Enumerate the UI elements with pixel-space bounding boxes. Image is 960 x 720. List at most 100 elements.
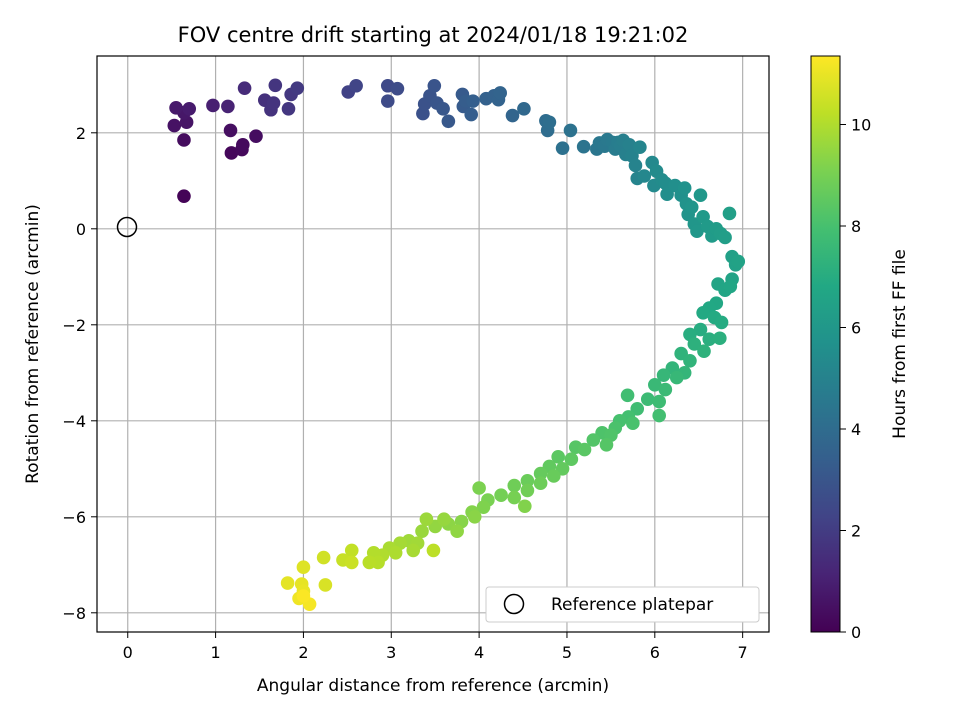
- scatter-points: [167, 78, 746, 611]
- data-point: [546, 469, 561, 483]
- data-point: [620, 388, 635, 403]
- colorbar: [810, 55, 841, 633]
- x-tick-label: 1: [210, 643, 220, 662]
- plot-frame: [96, 55, 770, 633]
- colorbar-tick-label: 6: [851, 319, 861, 338]
- data-point: [628, 158, 643, 173]
- data-point: [555, 141, 570, 155]
- data-point: [177, 189, 191, 203]
- data-point: [576, 139, 591, 154]
- x-axis-ticks: 0 1 2 3 4 5 6 7: [123, 632, 748, 662]
- data-point: [206, 98, 220, 113]
- data-point: [677, 181, 692, 195]
- data-point: [563, 123, 578, 138]
- legend-label: Reference platepar: [551, 595, 713, 615]
- reference-marker: [116, 216, 138, 238]
- data-point: [723, 279, 738, 294]
- colorbar-label: Hours from first FF file: [890, 249, 910, 439]
- data-point: [507, 490, 522, 505]
- data-point: [296, 560, 311, 574]
- data-point: [221, 99, 235, 114]
- y-tick-label: 2: [76, 124, 86, 143]
- data-point: [656, 368, 671, 383]
- data-point: [388, 546, 403, 560]
- data-point: [658, 382, 673, 397]
- data-point: [493, 86, 508, 100]
- data-point: [718, 230, 732, 245]
- data-point: [714, 315, 729, 330]
- data-point: [731, 254, 746, 269]
- data-point: [633, 140, 647, 154]
- y-tick-label: −6: [62, 508, 86, 527]
- data-point: [472, 481, 486, 495]
- data-point: [390, 81, 405, 96]
- data-point: [599, 438, 614, 452]
- x-tick-label: 2: [298, 643, 308, 662]
- data-point: [427, 78, 442, 93]
- data-point: [507, 478, 522, 493]
- y-axis-ticks: −8 −6 −4 −2 0 2: [62, 124, 97, 623]
- legend-marker: [503, 593, 525, 615]
- data-point: [182, 102, 197, 116]
- colorbar-tick-label: 0: [851, 623, 861, 642]
- data-point: [249, 129, 263, 143]
- data-point: [223, 123, 238, 138]
- data-point: [316, 550, 331, 565]
- data-point: [652, 394, 666, 409]
- data-point: [626, 416, 640, 431]
- data-point: [344, 555, 359, 570]
- data-point: [236, 138, 250, 152]
- data-point: [441, 114, 456, 129]
- data-point: [415, 524, 429, 538]
- data-point: [687, 337, 702, 351]
- data-point: [517, 499, 532, 514]
- y-tick-label: −2: [62, 316, 86, 335]
- data-point: [683, 354, 697, 368]
- x-tick-label: 6: [650, 643, 660, 662]
- data-point: [622, 138, 637, 152]
- data-point: [494, 488, 508, 503]
- data-point: [406, 543, 421, 558]
- chart-title: FOV centre drift starting at 2024/01/18 …: [178, 23, 689, 47]
- colorbar-tick-label: 4: [851, 420, 861, 439]
- y-tick-label: −8: [62, 604, 86, 623]
- data-point: [564, 452, 579, 467]
- data-point: [696, 306, 710, 320]
- data-point: [266, 96, 281, 110]
- x-tick-label: 5: [562, 643, 572, 662]
- data-point: [505, 108, 520, 123]
- x-tick-label: 4: [474, 643, 484, 662]
- data-point: [697, 344, 711, 359]
- data-point: [380, 94, 395, 108]
- data-point: [296, 589, 311, 603]
- data-point: [419, 512, 434, 526]
- data-point: [281, 102, 296, 116]
- data-point: [280, 576, 295, 590]
- data-point: [167, 118, 182, 133]
- colorbar-tick-label: 10: [851, 116, 871, 135]
- legend: Reference platepar: [485, 586, 760, 623]
- y-axis-label: Rotation from reference (arcmin): [23, 204, 43, 484]
- data-point: [467, 510, 482, 524]
- data-point: [268, 78, 283, 93]
- data-point: [640, 392, 655, 407]
- data-point: [693, 188, 708, 202]
- data-point: [577, 442, 592, 457]
- data-point: [722, 206, 737, 221]
- data-point: [533, 466, 548, 481]
- data-point: [290, 81, 305, 95]
- data-point: [177, 133, 191, 147]
- data-point: [693, 322, 708, 337]
- x-tick-label: 0: [123, 643, 133, 662]
- x-tick-label: 7: [738, 643, 748, 662]
- data-point: [318, 578, 333, 592]
- data-point: [476, 500, 491, 514]
- data-point: [362, 555, 377, 570]
- x-tick-label: 3: [386, 643, 396, 662]
- y-tick-label: 0: [76, 220, 86, 239]
- data-point: [533, 476, 548, 491]
- data-point: [450, 524, 464, 538]
- data-point: [237, 81, 252, 95]
- data-point: [684, 200, 699, 214]
